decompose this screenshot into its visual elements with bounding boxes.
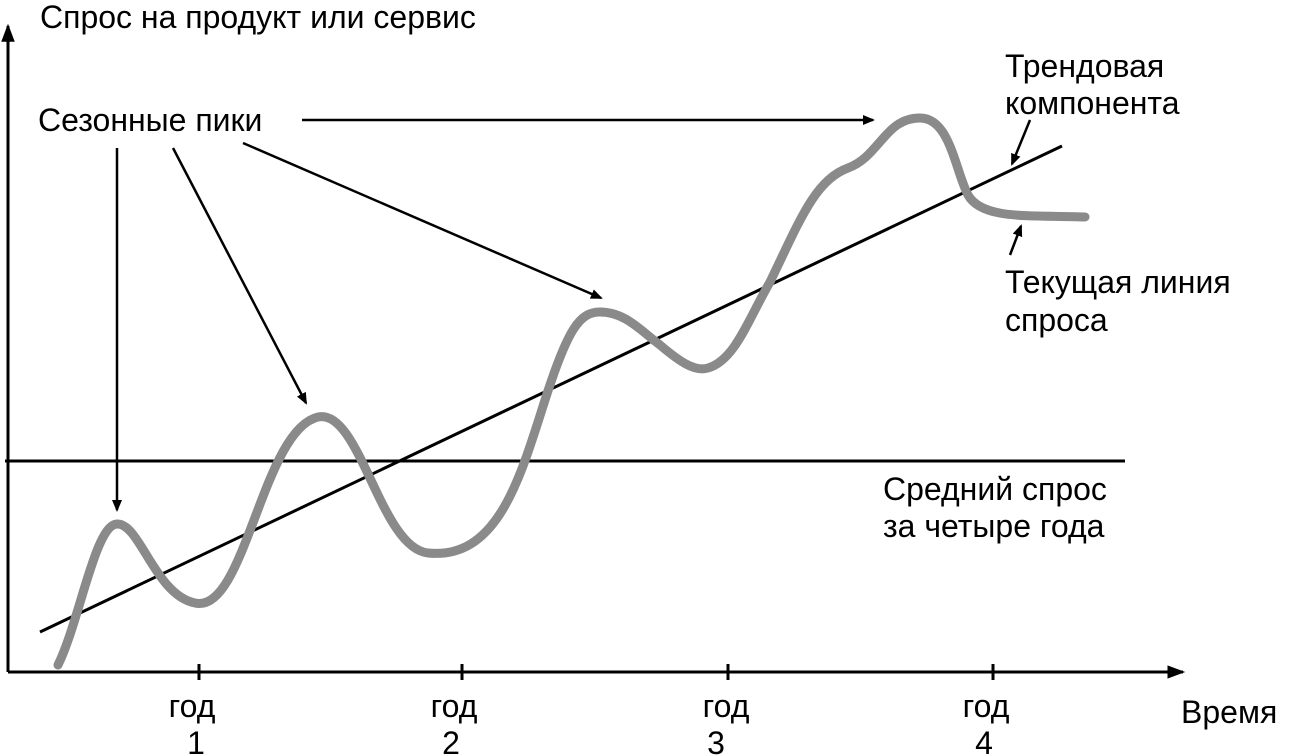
tick-label-year-4-word: год xyxy=(963,688,1010,724)
tick-label-year-1-number: 1 xyxy=(187,725,205,756)
tick-label-year-2-word: год xyxy=(431,688,478,724)
peak-arrow-year-2 xyxy=(171,147,308,405)
current-demand-label-line-2: спроса xyxy=(1005,302,1108,338)
tick-label-year-2-number: 2 xyxy=(442,725,460,756)
current-label-pointer xyxy=(1008,224,1023,256)
trend-label-line-1: Трендовая xyxy=(1005,48,1164,84)
seasonal-peaks-label: Сезонные пики xyxy=(38,102,262,138)
tick-label-year-3-number: 3 xyxy=(707,725,725,756)
trend-label-pointer xyxy=(1010,119,1032,166)
tick-label-year-3-word: год xyxy=(703,688,750,724)
x-axis-label: Время xyxy=(1181,694,1277,730)
tick-label-year-4-number: 4 xyxy=(975,725,993,756)
average-demand-label-line-1: Средний спрос xyxy=(883,471,1107,507)
trend-label-line-2: компонента xyxy=(1005,85,1180,121)
current-demand-label-line-1: Текущая линия xyxy=(1005,264,1231,300)
current-demand-curve xyxy=(53,113,1090,670)
peak-arrow-year-3 xyxy=(242,141,603,300)
average-demand-label-line-2: за четыре года xyxy=(883,508,1105,544)
y-axis-label: Спрос на продукт или сервис xyxy=(40,0,476,35)
tick-label-year-1-word: год xyxy=(169,688,216,724)
